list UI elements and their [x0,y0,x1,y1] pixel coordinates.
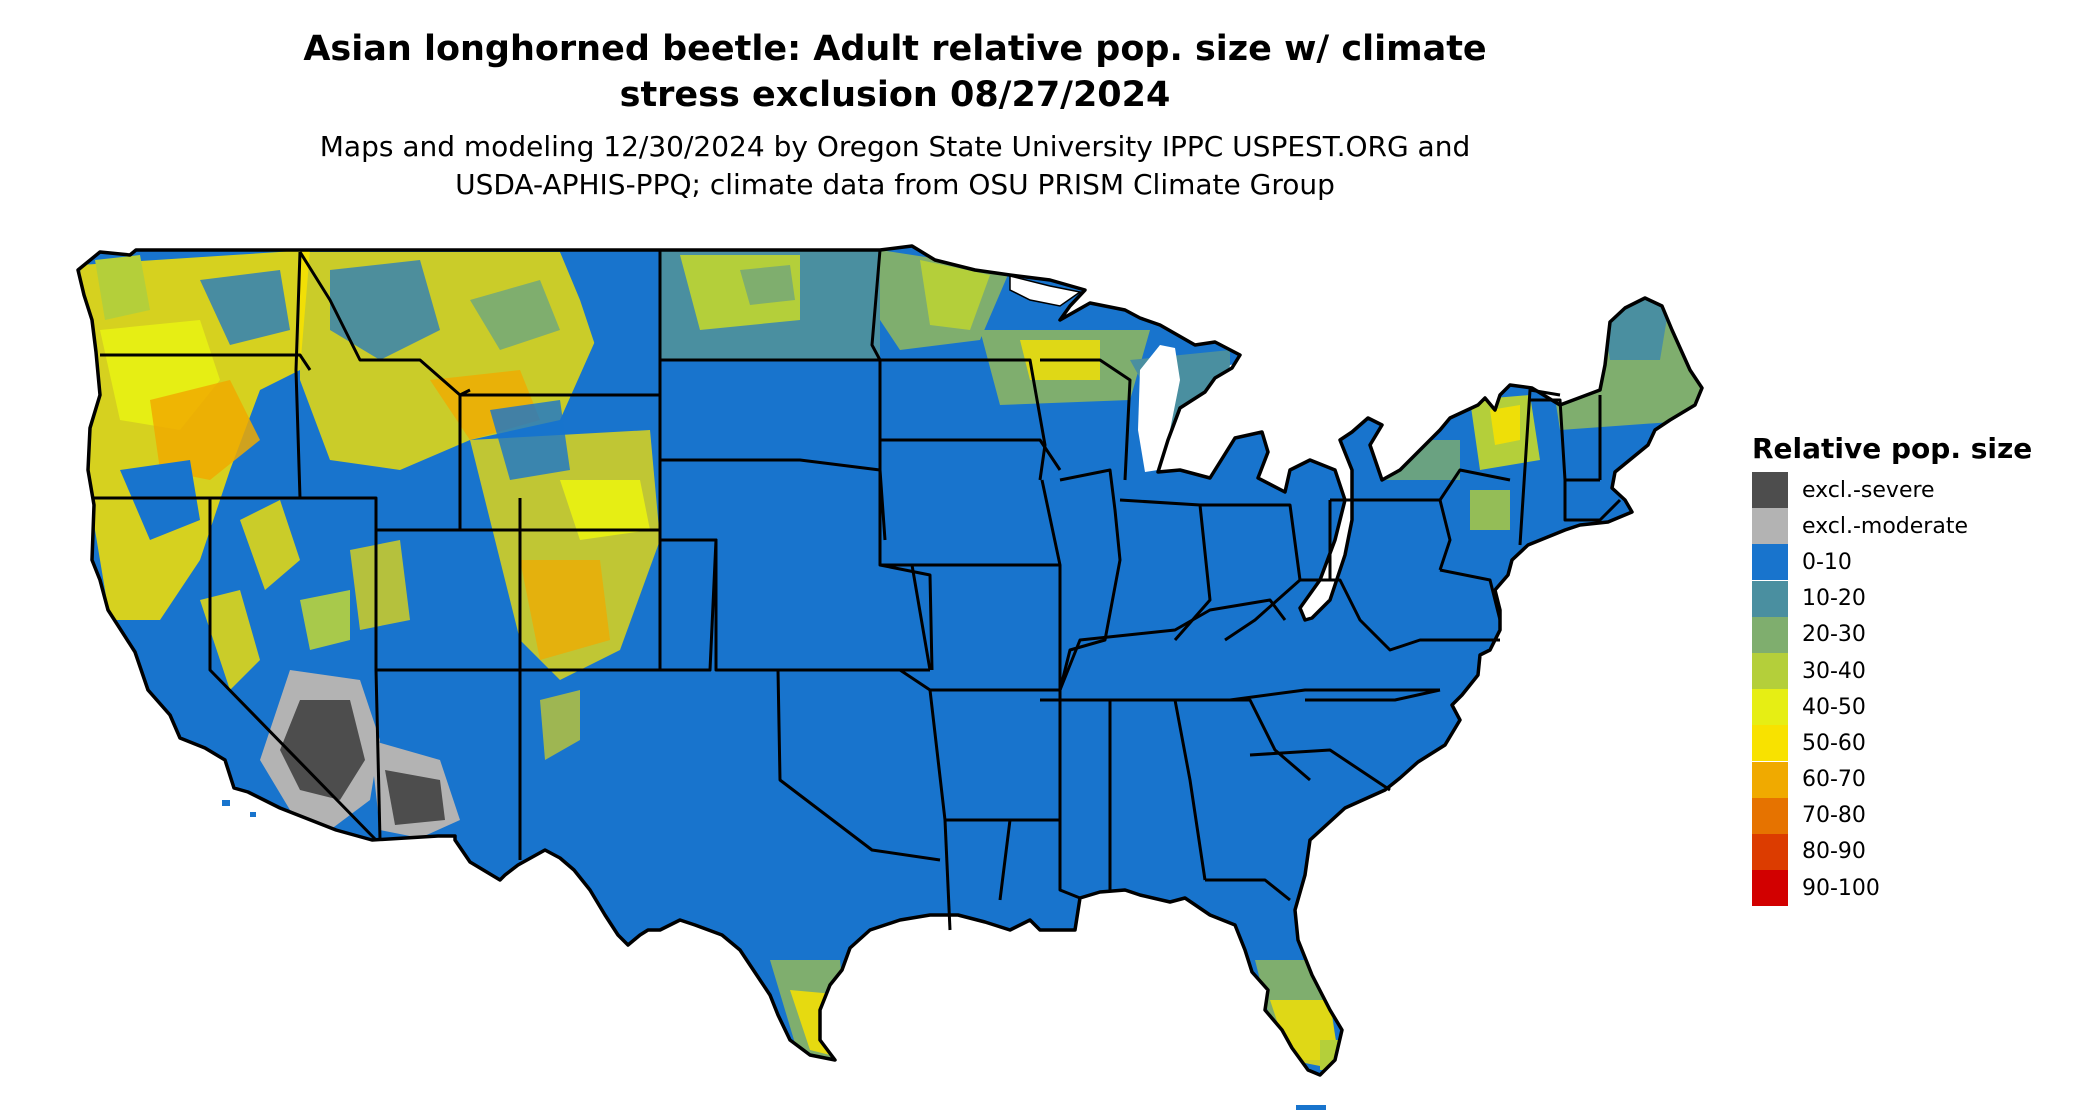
legend-swatch [1752,797,1788,834]
legend-label: 40-50 [1802,694,1866,720]
legend-label: 10-20 [1802,586,1866,612]
title-line-2: stress exclusion 08/27/2024 [619,75,1171,115]
legend-item: excl.-severe [1752,472,2082,509]
legend-title: Relative pop. size [1752,432,2033,465]
legend-item: 20-30 [1752,616,2082,653]
legend-item: 50-60 [1752,725,2082,762]
legend-swatch [1752,689,1788,726]
title-line-1: Asian longhorned beetle: Adult relative … [303,29,1487,69]
legend-swatch [1752,580,1788,617]
legend-label: 0-10 [1802,549,1852,575]
legend-label: 90-100 [1802,875,1880,901]
legend-items: excl.-severe excl.-moderate 0-10 10-20 20-30… [1752,472,2082,907]
legend-swatch [1752,725,1788,762]
map-subtitle: Maps and modeling 12/30/2024 by Oregon S… [230,128,1560,204]
legend-swatch [1752,472,1788,509]
legend-swatch [1752,616,1788,653]
legend-item: excl.-moderate [1752,508,2082,545]
legend-item: 0-10 [1752,544,2082,581]
subtitle-line-2: USDA-APHIS-PPQ; climate data from OSU PR… [455,168,1335,201]
legend-item: 40-50 [1752,689,2082,726]
legend-item: 30-40 [1752,653,2082,690]
us-map [76,244,1704,1110]
legend-swatch [1752,544,1788,581]
legend-swatch [1752,870,1788,907]
legend-swatch [1752,653,1788,690]
legend-swatch [1752,833,1788,870]
legend-label: excl.-severe [1802,477,1935,503]
legend-item: 80-90 [1752,833,2082,870]
legend-item: 90-100 [1752,870,2082,907]
legend-item: 70-80 [1752,797,2082,834]
legend-label: 70-80 [1802,803,1866,829]
legend-label: 20-30 [1802,622,1866,648]
legend-swatch [1752,508,1788,545]
state-borders [92,249,1622,931]
legend-swatch [1752,761,1788,798]
legend-label: excl.-moderate [1802,513,1968,539]
coastal-islands [222,800,1326,1110]
subtitle-line-1: Maps and modeling 12/30/2024 by Oregon S… [319,130,1471,163]
legend-label: 60-70 [1802,767,1866,793]
legend-label: 80-90 [1802,839,1866,865]
legend-item: 60-70 [1752,761,2082,798]
legend-item: 10-20 [1752,580,2082,617]
map-title: Asian longhorned beetle: Adult relative … [230,26,1560,118]
map-legend: Relative pop. size excl.-severe excl.-mod… [1752,432,2082,907]
legend-label: 50-60 [1802,730,1866,756]
legend-label: 30-40 [1802,658,1866,684]
